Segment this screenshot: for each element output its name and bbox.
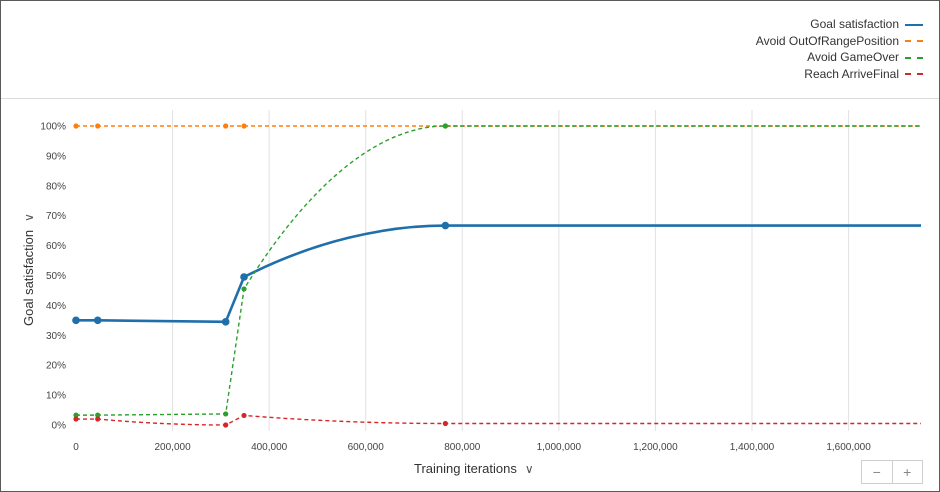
y-tick-label: 60% — [46, 241, 66, 252]
data-point — [241, 286, 247, 292]
legend-swatch — [905, 40, 923, 43]
legend-item-avoid-outofrangeposition[interactable]: Avoid OutOfRangePosition — [756, 34, 923, 50]
legend-swatch — [905, 73, 923, 76]
y-tick-label: 50% — [46, 271, 66, 282]
x-tick-label: 1,400,000 — [730, 442, 775, 453]
data-point — [73, 123, 79, 129]
data-point — [442, 420, 448, 427]
legend-divider — [1, 98, 939, 99]
y-tick-label: 70% — [46, 211, 66, 222]
data-point — [241, 123, 247, 129]
y-tick-label: 90% — [46, 151, 66, 162]
y-tick-label: 30% — [46, 331, 66, 342]
y-tick-label: 20% — [46, 361, 66, 372]
x-axis-label: Training iterations — [414, 461, 517, 476]
x-tick-label: 0 — [73, 442, 79, 453]
y-tick-label: 0% — [52, 421, 67, 432]
data-point — [73, 416, 79, 422]
data-point — [73, 412, 79, 418]
x-tick-label: 1,000,000 — [537, 442, 582, 453]
data-point — [223, 123, 229, 129]
series-line-3 — [76, 414, 921, 426]
legend-label: Avoid GameOver — [807, 50, 899, 64]
zoom-controls: − + — [861, 460, 923, 484]
zoom-out-button[interactable]: − — [872, 464, 881, 480]
data-point — [241, 412, 247, 419]
legend-label: Goal satisfaction — [810, 17, 899, 31]
data-point — [240, 273, 248, 281]
y-tick-label: 80% — [46, 181, 66, 192]
data-point — [93, 316, 102, 325]
data-point — [223, 422, 229, 428]
data-point — [442, 123, 448, 129]
x-tick-label: 800,000 — [444, 442, 481, 453]
y-tick-label: 10% — [46, 391, 66, 402]
data-point — [95, 412, 101, 418]
legend-label: Avoid OutOfRangePosition — [755, 33, 899, 48]
chart-legend: Goal satisfaction Avoid OutOfRangePositi… — [756, 17, 923, 82]
x-tick-label: 1,200,000 — [633, 442, 678, 453]
x-tick-label: 200,000 — [154, 442, 191, 453]
data-point — [221, 318, 230, 326]
data-point — [95, 416, 101, 422]
chevron-down-icon: ∨ — [21, 213, 36, 222]
chevron-down-icon: ∨ — [524, 461, 534, 476]
y-axis-selector[interactable]: Goal satisfaction ∨ — [21, 213, 36, 326]
series-line-2 — [76, 125, 921, 416]
data-point — [72, 316, 80, 325]
legend-label: Reach ArriveFinal — [804, 66, 899, 81]
legend-item-goal-satisfaction[interactable]: Goal satisfaction — [810, 17, 923, 33]
x-tick-label: 400,000 — [251, 442, 288, 453]
series-line-0 — [76, 224, 921, 324]
data-point — [441, 221, 450, 230]
legend-swatch — [905, 23, 923, 26]
data-point — [223, 411, 229, 417]
legend-item-avoid-gameover[interactable]: Avoid GameOver — [807, 50, 923, 66]
y-tick-label: 40% — [46, 301, 66, 312]
x-tick-label: 1,600,000 — [826, 442, 871, 453]
y-axis-label: Goal satisfaction — [21, 229, 36, 326]
legend-item-reach-arrivefinal[interactable]: Reach ArriveFinal — [804, 67, 923, 83]
y-tick-label: 100% — [40, 122, 66, 133]
legend-swatch — [905, 56, 923, 59]
zoom-in-button[interactable]: + — [891, 461, 923, 483]
x-tick-label: 600,000 — [348, 442, 385, 453]
data-point — [95, 123, 101, 129]
x-axis-selector[interactable]: Training iterations ∨ — [414, 461, 534, 476]
